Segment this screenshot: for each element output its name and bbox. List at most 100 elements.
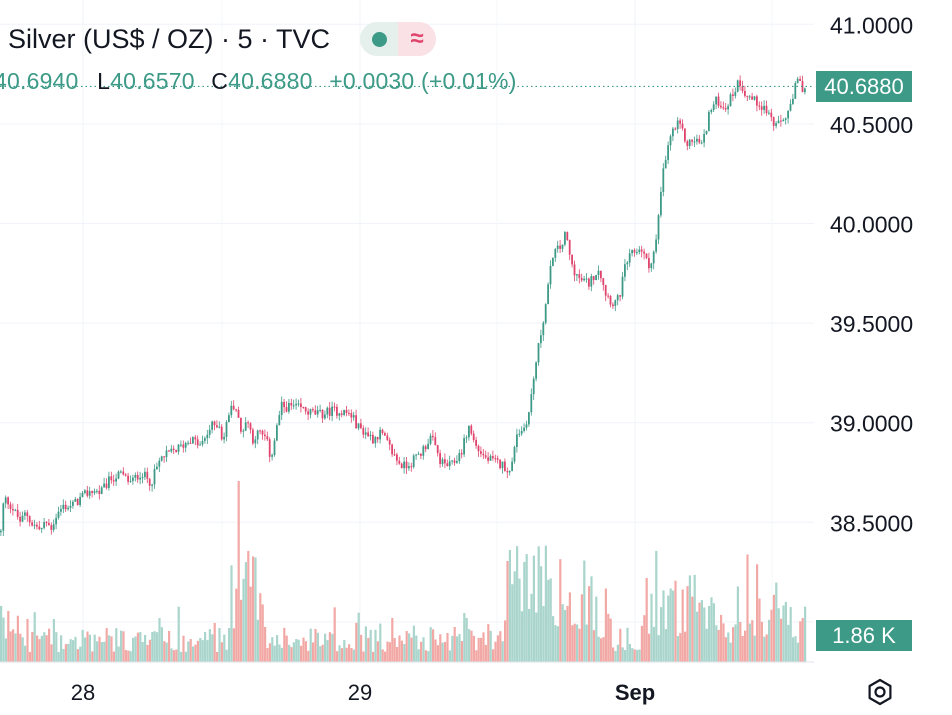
candle-body (235, 409, 237, 411)
candle-body (184, 442, 187, 448)
candle-body (703, 133, 705, 143)
candle-body (609, 296, 612, 305)
candle-body (43, 522, 45, 528)
indicator-pills[interactable]: ≈ (360, 22, 437, 56)
volume-bar (710, 597, 713, 662)
candle-body (369, 434, 372, 437)
volume-bar (518, 578, 521, 662)
market-open-dot-icon (371, 31, 387, 47)
volume-bar (256, 619, 259, 662)
candle-body (146, 471, 149, 479)
volume-bar (60, 635, 63, 662)
volume-bar (777, 608, 780, 662)
candle-body (518, 433, 521, 435)
volume-bar (604, 588, 607, 662)
candle-body (192, 437, 194, 444)
volume-bar (504, 620, 507, 662)
candle-body (412, 455, 415, 467)
volume-bar (223, 634, 226, 662)
candle-body (160, 456, 163, 461)
x-tick-label: 28 (71, 680, 95, 705)
candle-body (112, 480, 115, 482)
volume-bar (566, 605, 569, 662)
candle-body (444, 459, 446, 464)
candle-body (331, 406, 333, 416)
candle-body (705, 130, 708, 134)
candle-body (460, 453, 463, 455)
volume-bar (40, 635, 43, 662)
candle-body (244, 422, 247, 431)
volume-bar (158, 618, 161, 662)
candle-body (372, 434, 374, 444)
volume-bar (588, 586, 591, 662)
volume-bar (84, 637, 87, 662)
volume-bar (508, 549, 511, 662)
volume-bar (43, 632, 46, 662)
volume-bar (237, 480, 240, 662)
candle-body (782, 119, 785, 122)
candle-body (532, 378, 535, 395)
volume-bar (722, 623, 725, 662)
candle-body (528, 412, 530, 425)
candle-body (340, 413, 343, 415)
candle-body (465, 437, 468, 439)
gear-icon[interactable] (866, 678, 894, 706)
volume-bar (14, 633, 17, 662)
market-status-pill[interactable] (360, 22, 399, 56)
candle-body (259, 430, 261, 432)
volume-bar (792, 637, 795, 662)
candle-body (636, 252, 638, 254)
volume-bar (535, 612, 538, 662)
candle-body (316, 410, 319, 415)
candle-body (165, 450, 168, 458)
volume-bar (52, 618, 55, 662)
approx-wave-icon: ≈ (410, 25, 424, 52)
volume-bar (177, 606, 180, 662)
volume-bar (693, 574, 696, 662)
delayed-data-pill[interactable]: ≈ (398, 22, 437, 56)
volume-bar (516, 546, 519, 662)
volume-bar (115, 628, 118, 662)
volume-bar (741, 635, 744, 662)
candle-body (446, 463, 449, 467)
candle-body (74, 499, 77, 502)
volume-bar (108, 635, 111, 662)
candle-body (708, 111, 710, 131)
volume-bar (753, 635, 756, 662)
volume-bar (804, 606, 807, 662)
volume-bar (105, 628, 108, 662)
volume-bar (4, 638, 7, 662)
candle-body (391, 444, 393, 455)
volume-bar (520, 611, 523, 662)
volume-bar (182, 635, 185, 662)
volume-bar (146, 644, 149, 662)
candle-body (84, 490, 86, 493)
volume-bar (295, 639, 298, 662)
volume-bar (684, 631, 687, 662)
volume-bar (213, 622, 216, 662)
candle-body (780, 120, 782, 122)
candle-body (237, 409, 240, 418)
candle-body (640, 249, 643, 252)
candle-body (436, 445, 439, 454)
candle-body (626, 262, 629, 265)
candle-body (216, 425, 218, 428)
volume-bar (199, 638, 202, 662)
symbol-title[interactable]: Silver (US$ / OZ) · 5 · TVC (8, 23, 331, 54)
candle-body (297, 403, 300, 405)
candle-body (134, 474, 137, 478)
volume-bar (228, 628, 231, 662)
volume-bar (633, 649, 636, 662)
candle-body (424, 446, 427, 450)
candle-body (583, 278, 585, 281)
candle-body (348, 412, 350, 414)
volume-bar (96, 641, 99, 662)
volume-bar (458, 633, 461, 662)
volume-bar (235, 588, 238, 662)
volume-bar (216, 652, 219, 662)
candle-body (213, 421, 216, 426)
candle-body (453, 460, 456, 463)
candle-body (242, 430, 245, 432)
candle-body (28, 516, 31, 523)
